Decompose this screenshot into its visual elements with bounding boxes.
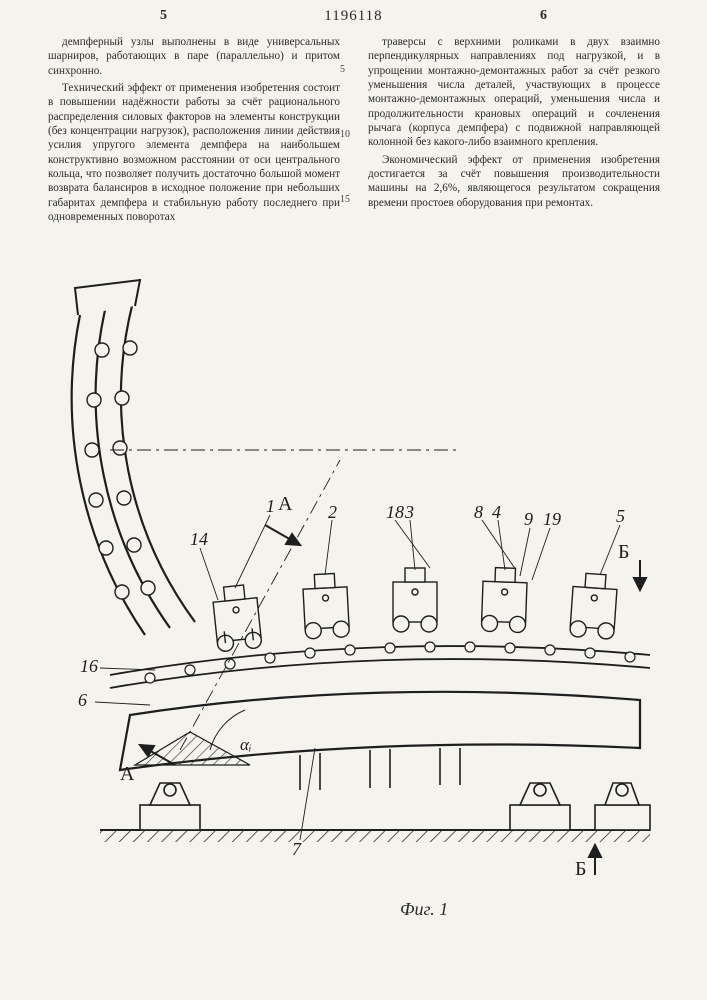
line-marker: 15: [340, 195, 350, 205]
paragraph: траверсы с верхними роликами в двух взаи…: [368, 35, 660, 150]
right-column-page-number: 6: [540, 8, 547, 24]
callout-14: 14: [190, 529, 208, 549]
section-mark-A1: А: [278, 493, 293, 515]
callout-9: 9: [524, 509, 533, 529]
base-body: [120, 692, 640, 770]
support-left: [140, 783, 200, 830]
paragraph: Технический эффект от применения изобрет…: [48, 81, 340, 224]
paragraph: Экономический эффект от применения изобр…: [368, 153, 660, 210]
support-mid: [510, 783, 570, 830]
line-marker: 5: [340, 65, 345, 75]
callout-6: 6: [78, 690, 87, 710]
right-column: траверсы с верхними роликами в двух взаи…: [368, 35, 660, 227]
figure-1: 1 2 3 4 5 6 7 8 9 14 16 18 19 А А Б Б αᵢ…: [40, 270, 670, 960]
line-marker: 10: [340, 130, 350, 140]
support-right: [595, 783, 650, 830]
callout-3: 3: [404, 502, 414, 522]
top-rail: [110, 642, 650, 688]
callout-2: 2: [328, 502, 337, 522]
section-mark-A2: А: [120, 763, 135, 785]
callout-8: 8: [474, 502, 483, 522]
section-mark-B1: Б: [618, 541, 629, 563]
callout-1: 1: [266, 496, 275, 516]
callout-19: 19: [543, 509, 561, 529]
left-column-page-number: 5: [160, 8, 167, 24]
patent-number: 1196118: [0, 8, 707, 25]
left-column: демпферный узлы выполнены в виде универс…: [48, 35, 340, 227]
body-text-columns: демпферный узлы выполнены в виде универс…: [48, 35, 660, 227]
callout-4: 4: [492, 502, 501, 522]
guide-arc: [72, 280, 195, 635]
section-mark-B2: Б: [575, 858, 586, 880]
callout-18: 18: [386, 502, 404, 522]
callout-7: 7: [292, 839, 302, 859]
carriages: [212, 567, 618, 652]
callout-16: 16: [80, 656, 98, 676]
paragraph: демпферный узлы выполнены в виде универс…: [48, 35, 340, 78]
callout-5: 5: [616, 506, 625, 526]
angle-label: αᵢ: [240, 735, 252, 754]
figure-caption: Фиг. 1: [400, 899, 448, 920]
